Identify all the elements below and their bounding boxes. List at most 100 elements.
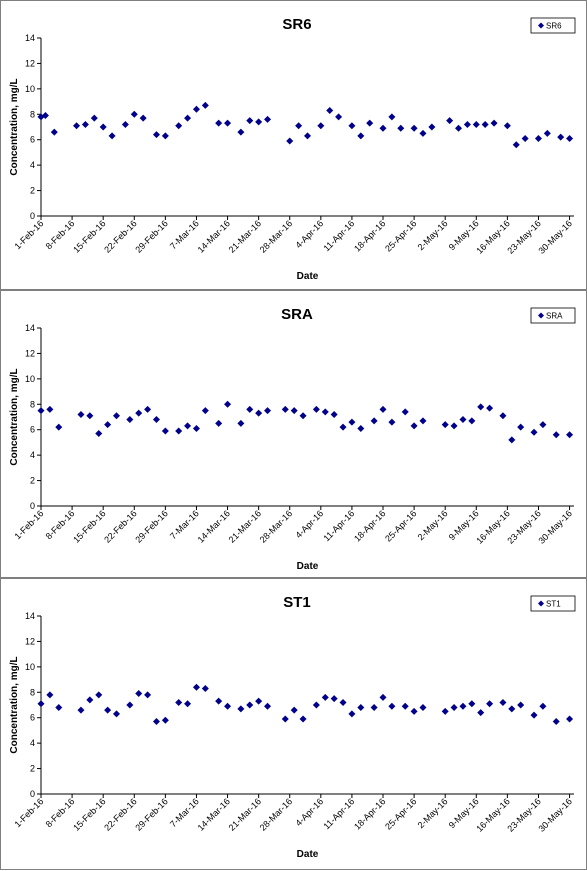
data-point	[175, 122, 183, 130]
y-tick-label: 12	[25, 636, 35, 646]
x-axis-label: Date	[297, 561, 319, 572]
data-point	[135, 409, 143, 417]
data-point	[455, 124, 463, 132]
data-point	[472, 120, 480, 128]
data-point	[290, 407, 298, 415]
data-point	[55, 704, 63, 712]
data-point	[90, 114, 98, 122]
data-point	[419, 129, 427, 137]
x-tick-label: 15-Feb-16	[71, 796, 107, 832]
data-point	[508, 436, 516, 444]
data-point	[130, 110, 138, 118]
chart-panel-sra: SRA SRA 0 2 4 6 8 10 12 14 Concentration, mg/L 1-Fe…	[0, 290, 587, 578]
data-point	[184, 114, 192, 122]
data-point	[281, 715, 289, 723]
data-point	[330, 695, 338, 703]
data-point	[152, 416, 160, 424]
legend-marker	[538, 22, 544, 29]
data-point	[108, 132, 116, 140]
data-point	[152, 131, 160, 139]
x-tick-label: 21-Mar-16	[227, 218, 263, 254]
x-tick-label: 18-Apr-16	[352, 218, 387, 253]
x-tick-label: 21-Mar-16	[227, 796, 263, 832]
data-point	[246, 701, 254, 709]
data-point	[477, 709, 485, 717]
data-point	[104, 421, 112, 429]
data-point	[388, 702, 396, 710]
data-point	[534, 134, 542, 142]
data-point	[161, 427, 169, 435]
data-point	[348, 122, 356, 130]
data-point	[552, 718, 560, 726]
data-point	[348, 710, 356, 718]
x-tick-label: 30-May-16	[536, 508, 573, 545]
series-st1	[37, 683, 574, 726]
x-tick-label: 11-Apr-16	[321, 508, 356, 543]
y-tick-label: 2	[30, 186, 35, 196]
y-tick-label: 0	[30, 789, 35, 799]
data-point	[184, 700, 192, 708]
data-point	[175, 698, 183, 706]
data-point	[201, 407, 209, 415]
x-tick-label: 4-Apr-16	[293, 796, 325, 828]
y-tick-label: 6	[30, 713, 35, 723]
x-tick-label: 4-Apr-16	[293, 218, 325, 250]
data-point	[312, 701, 320, 709]
data-point	[388, 418, 396, 426]
x-tick-label: 28-Mar-16	[258, 508, 294, 544]
data-point	[450, 422, 458, 430]
data-point	[237, 705, 245, 713]
y-tick-label: 12	[25, 58, 35, 68]
data-point	[192, 105, 200, 113]
data-point	[126, 416, 134, 424]
data-point	[530, 428, 538, 436]
y-tick-label: 2	[30, 476, 35, 486]
x-tick-label: 11-Apr-16	[321, 796, 356, 831]
data-point	[255, 409, 263, 417]
data-point	[543, 129, 551, 137]
data-point	[339, 423, 347, 431]
x-tick-label: 14-Mar-16	[196, 508, 232, 544]
data-point	[508, 705, 516, 713]
data-point	[161, 132, 169, 140]
x-tick-label: 29-Feb-16	[133, 796, 169, 832]
y-tick-label: 8	[30, 399, 35, 409]
data-point	[224, 119, 232, 127]
data-point	[517, 423, 525, 431]
x-tick-label: 14-Mar-16	[196, 796, 232, 832]
data-point	[503, 122, 511, 130]
x-tick-label: 1-Feb-16	[13, 508, 46, 541]
data-point	[388, 113, 396, 121]
y-tick-label: 6	[30, 425, 35, 435]
data-point	[95, 430, 103, 438]
data-point	[237, 128, 245, 136]
series-sr6	[37, 101, 574, 149]
x-tick-label: 22-Feb-16	[102, 218, 138, 254]
x-tick-label: 25-Apr-16	[383, 796, 418, 831]
data-point	[321, 693, 329, 701]
data-point	[530, 711, 538, 719]
data-point	[192, 683, 200, 691]
legend-box	[530, 17, 576, 34]
y-tick-label: 14	[25, 323, 35, 333]
data-point	[37, 407, 45, 415]
x-axis-label: Date	[297, 271, 319, 282]
data-point	[192, 424, 200, 432]
data-point	[135, 690, 143, 698]
x-tick-label: 29-Feb-16	[133, 218, 169, 254]
data-point	[264, 115, 272, 123]
data-point	[113, 412, 121, 420]
data-point	[201, 101, 209, 109]
data-point	[201, 684, 209, 692]
legend: SRA	[530, 307, 576, 324]
x-tick-label: 21-Mar-16	[227, 508, 263, 544]
data-point	[99, 123, 107, 131]
data-point	[335, 113, 343, 121]
chart-sra: SRA SRA 0 2 4 6 8 10 12 14 Concentration, mg/L 1-Fe…	[9, 306, 576, 572]
data-point	[459, 702, 467, 710]
data-point	[139, 114, 147, 122]
legend-marker	[538, 312, 544, 319]
x-tick-label: 22-Feb-16	[102, 796, 138, 832]
data-point	[499, 412, 507, 420]
x-tick-label: 15-Feb-16	[71, 218, 107, 254]
